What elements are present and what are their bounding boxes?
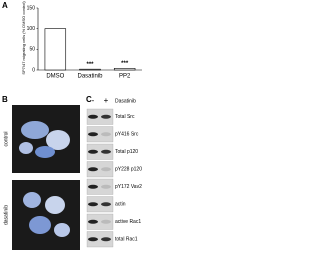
x-tick-label: DMSO	[46, 74, 64, 80]
blot	[86, 231, 114, 248]
band	[101, 114, 111, 119]
blot-label: active Rac1	[115, 219, 141, 225]
band	[101, 132, 111, 137]
micrograph-dasatinib	[12, 180, 80, 250]
blot-label: pY172 Vav2	[115, 184, 142, 190]
band	[101, 149, 111, 154]
blot-label: total Rac1	[115, 237, 138, 243]
band	[88, 114, 98, 119]
x-tick-label: Dasatinib	[77, 74, 103, 80]
band	[88, 149, 98, 154]
micrograph-control	[12, 105, 80, 173]
blot-label: pY416 Src	[115, 132, 139, 138]
band	[101, 167, 111, 172]
blot-label: pY228 p120	[115, 167, 142, 173]
row-label: control	[3, 131, 9, 146]
y-tick-label: 150	[27, 5, 36, 11]
figure: A SP7/47 migrating cells (% DMSO control…	[2, 1, 142, 250]
band	[88, 184, 98, 189]
bar	[44, 28, 67, 71]
x-tick-label: PP2	[119, 74, 131, 80]
band	[101, 202, 111, 207]
panel-label: A	[2, 1, 8, 10]
blot	[86, 143, 114, 160]
band	[88, 237, 98, 242]
blot-label: Total Src	[115, 114, 135, 120]
bar	[113, 68, 136, 71]
bar	[79, 68, 101, 71]
band	[88, 167, 98, 172]
panel-label: B	[2, 95, 8, 104]
band	[88, 132, 98, 137]
band	[101, 237, 111, 242]
significance: ***	[86, 62, 94, 68]
lane-label: +	[104, 96, 109, 105]
treatment-label: Dasatinib	[115, 98, 136, 104]
band	[88, 219, 98, 224]
y-axis-label: SP7/47 migrating cells (% DMSO control)	[21, 1, 26, 75]
band	[88, 202, 98, 207]
band	[101, 219, 111, 224]
y-tick-label: 100	[27, 26, 36, 32]
blot	[86, 108, 114, 125]
blot	[86, 196, 114, 213]
blot	[86, 126, 114, 143]
lane-label: -	[92, 96, 95, 105]
blot-label: actin	[115, 202, 126, 208]
blot-label: Total p120	[115, 149, 138, 155]
panel-label: C	[86, 95, 92, 104]
band	[101, 184, 111, 189]
blot	[86, 213, 114, 230]
significance: ***	[121, 61, 129, 67]
blot	[86, 178, 114, 195]
blot	[86, 161, 114, 178]
row-label: dasatinib	[3, 205, 9, 225]
y-tick-label: 50	[29, 47, 35, 53]
y-tick-label: 0	[32, 67, 35, 73]
